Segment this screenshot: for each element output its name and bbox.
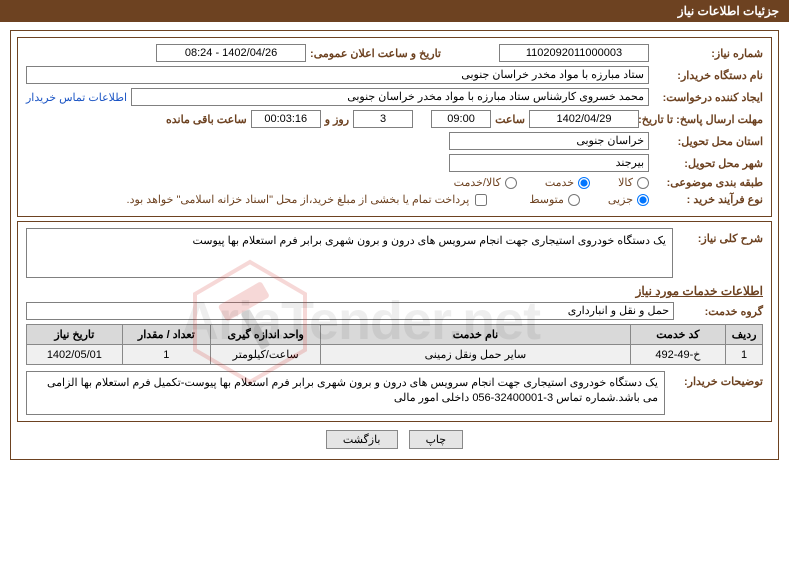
table-body: 1خ-49-492سایر حمل ونقل زمینیساعت/کیلومتر… [27, 345, 763, 365]
radio-goods-service[interactable] [505, 177, 517, 189]
services-table: ردیفکد خدمتنام خدمتواحد اندازه گیریتعداد… [26, 324, 763, 365]
services-title: اطلاعات خدمات مورد نیاز [26, 284, 763, 298]
buyer-notes-box: یک دستگاه خودروی استیجاری جهت انجام سروی… [26, 371, 665, 415]
need-number-label: شماره نیاز: [653, 47, 763, 60]
table-cell: خ-49-492 [630, 345, 726, 365]
deadline-time: 09:00 [431, 110, 491, 128]
table-header-cell: تاریخ نیاز [27, 325, 123, 345]
treasury-checkbox[interactable] [475, 194, 487, 206]
table-cell: 1 [726, 345, 763, 365]
radio-goods-service-text: کالا/خدمت [454, 176, 501, 189]
radio-minor-label[interactable]: جزیی [608, 193, 649, 206]
radio-service-text: خدمت [545, 176, 574, 189]
province-value: خراسان جنوبی [449, 132, 649, 150]
contact-link[interactable]: اطلاعات تماس خریدار [26, 91, 127, 104]
city-value: بیرجند [449, 154, 649, 172]
table-header-row: ردیفکد خدمتنام خدمتواحد اندازه گیریتعداد… [27, 325, 763, 345]
subject-class-label: طبقه بندی موضوعی: [653, 176, 763, 189]
radio-service-label[interactable]: خدمت [545, 176, 590, 189]
back-button[interactable]: بازگشت [326, 430, 398, 449]
buyer-org-value: ستاد مبارزه با مواد مخدر خراسان جنوبی [26, 66, 649, 84]
requester-label: ایجاد کننده درخواست: [653, 91, 763, 104]
buyer-notes-label: توضیحات خریدار: [673, 371, 763, 388]
group-label: گروه خدمت: [678, 305, 763, 318]
radio-service[interactable] [578, 177, 590, 189]
treasury-checkbox-label[interactable]: پرداخت تمام یا بخشی از مبلغ خرید،از محل … [127, 193, 488, 206]
section-header: جزئیات اطلاعات نیاز [0, 0, 789, 22]
deadline-date: 1402/04/29 [529, 110, 639, 128]
treasury-note: پرداخت تمام یا بخشی از مبلغ خرید،از محل … [127, 193, 470, 206]
summary-box: یک دستگاه خودروی استیجاری جهت انجام سروی… [26, 228, 673, 278]
group-value: حمل و نقل و انبارداری [26, 302, 674, 320]
requester-value: محمد خسروی کارشناس ستاد مبارزه با مواد م… [131, 88, 649, 106]
radio-goods-service-label[interactable]: کالا/خدمت [454, 176, 517, 189]
buyer-org-label: نام دستگاه خریدار: [653, 69, 763, 82]
button-row: چاپ بازگشت [17, 430, 772, 449]
need-detail-fieldset: شرح کلی نیاز: یک دستگاه خودروی استیجاری … [17, 221, 772, 422]
table-header-cell: واحد اندازه گیری [211, 325, 321, 345]
table-row: 1خ-49-492سایر حمل ونقل زمینیساعت/کیلومتر… [27, 345, 763, 365]
time-label: ساعت [495, 113, 525, 126]
form-container: شماره نیاز: 1102092011000003 تاریخ و ساع… [10, 30, 779, 460]
radio-goods[interactable] [637, 177, 649, 189]
radio-minor[interactable] [637, 194, 649, 206]
table-header-cell: کد خدمت [630, 325, 726, 345]
radio-medium[interactable] [568, 194, 580, 206]
remaining-label: ساعت باقی مانده [166, 113, 247, 126]
table-cell: 1 [122, 345, 210, 365]
radio-goods-text: کالا [618, 176, 633, 189]
table-header-cell: نام خدمت [321, 325, 630, 345]
radio-goods-label[interactable]: کالا [618, 176, 649, 189]
announce-value: 08:24 - 1402/04/26 [156, 44, 306, 62]
purchase-type-label: نوع فرآیند خرید : [653, 193, 763, 206]
radio-minor-text: جزیی [608, 193, 633, 206]
days-value: 3 [353, 110, 413, 128]
basic-info-fieldset: شماره نیاز: 1102092011000003 تاریخ و ساع… [17, 37, 772, 217]
countdown: 00:03:16 [251, 110, 321, 128]
summary-label: شرح کلی نیاز: [678, 228, 763, 245]
table-cell: 1402/05/01 [27, 345, 123, 365]
days-label: روز و [325, 113, 349, 126]
print-button[interactable]: چاپ [409, 430, 464, 449]
announce-label: تاریخ و ساعت اعلان عمومی: [310, 47, 441, 60]
city-label: شهر محل تحویل: [653, 157, 763, 170]
radio-medium-text: متوسط [529, 193, 564, 206]
deadline-label: مهلت ارسال پاسخ: تا تاریخ: [643, 113, 763, 126]
table-cell: سایر حمل ونقل زمینی [321, 345, 630, 365]
radio-medium-label[interactable]: متوسط [529, 193, 580, 206]
province-label: استان محل تحویل: [653, 135, 763, 148]
section-title: جزئیات اطلاعات نیاز [678, 4, 779, 18]
table-cell: ساعت/کیلومتر [211, 345, 321, 365]
table-header-cell: تعداد / مقدار [122, 325, 210, 345]
table-header-cell: ردیف [726, 325, 763, 345]
need-number-value: 1102092011000003 [499, 44, 649, 62]
